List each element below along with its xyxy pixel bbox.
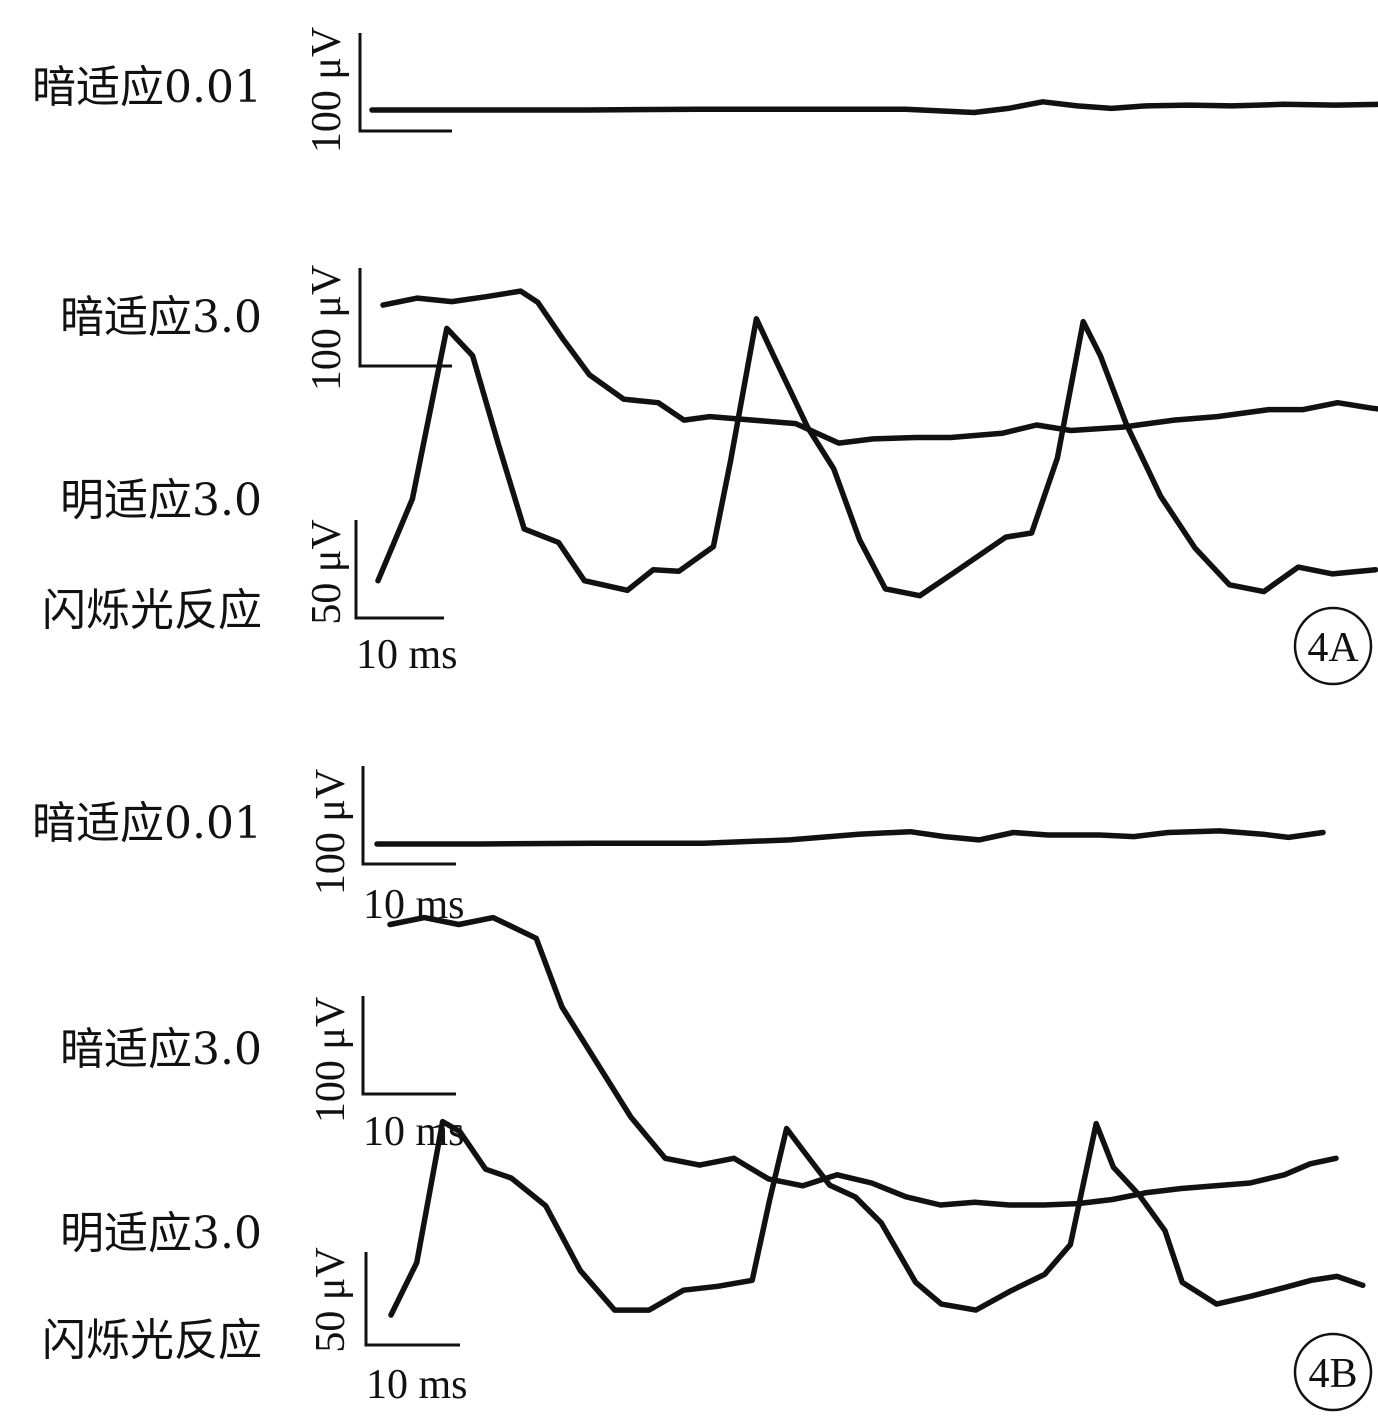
erg-trace: [369, 99, 1378, 116]
panel-badge-circle: [1293, 1332, 1373, 1412]
panel-badge: 4B: [1293, 1332, 1373, 1412]
amplitude-scale-label: 100 μV: [308, 769, 354, 895]
amplitude-scale-label: 50 μV: [308, 1247, 354, 1352]
panel-badge-circle: [1293, 606, 1373, 686]
trace-row: 明适应3.0 闪烁光反应 50 μV 10 ms: [42, 1118, 1366, 1408]
time-scale-label: 10 ms: [356, 632, 458, 678]
condition-label: 暗适应0.01: [32, 798, 262, 849]
time-scale-label: 10 ms: [366, 1362, 468, 1408]
scale-bar: [361, 996, 456, 1096]
erg-trace: [388, 1118, 1366, 1318]
amplitude-scale-label: 50 μV: [304, 519, 350, 624]
condition-label: 闪烁光反应: [42, 1315, 262, 1366]
condition-label: 暗适应0.01: [32, 62, 262, 113]
panel-badge-label: 4B: [1308, 1351, 1357, 1397]
condition-label: 闪烁光反应: [42, 585, 262, 636]
scale-bar: [364, 1252, 460, 1347]
condition-label: 明适应3.0: [60, 1208, 262, 1259]
scale-bar: [358, 33, 452, 133]
scale-bar: [361, 766, 456, 866]
erg-trace: [374, 828, 1326, 847]
amplitude-scale-label: 100 μV: [308, 997, 354, 1123]
scale-bar: [354, 520, 444, 620]
scale-bar: [358, 268, 452, 368]
panel-badge: 4A: [1293, 606, 1373, 686]
amplitude-scale-label: 100 μV: [304, 265, 350, 391]
condition-label: 暗适应3.0: [60, 1024, 262, 1075]
erg-trace: [375, 316, 1378, 599]
amplitude-scale-label: 100 μV: [304, 27, 350, 153]
condition-label: 暗适应3.0: [60, 292, 262, 343]
panel-badge-label: 4A: [1307, 625, 1359, 671]
time-scale-label: 10 ms: [363, 1109, 465, 1155]
erg-trace: [380, 288, 1378, 446]
trace-row: 暗适应3.0 100 μV: [60, 265, 1378, 446]
condition-label: 明适应3.0: [60, 475, 262, 526]
erg-trace: [387, 914, 1339, 1208]
trace-row: 暗适应0.01 100 μV: [32, 27, 1378, 153]
